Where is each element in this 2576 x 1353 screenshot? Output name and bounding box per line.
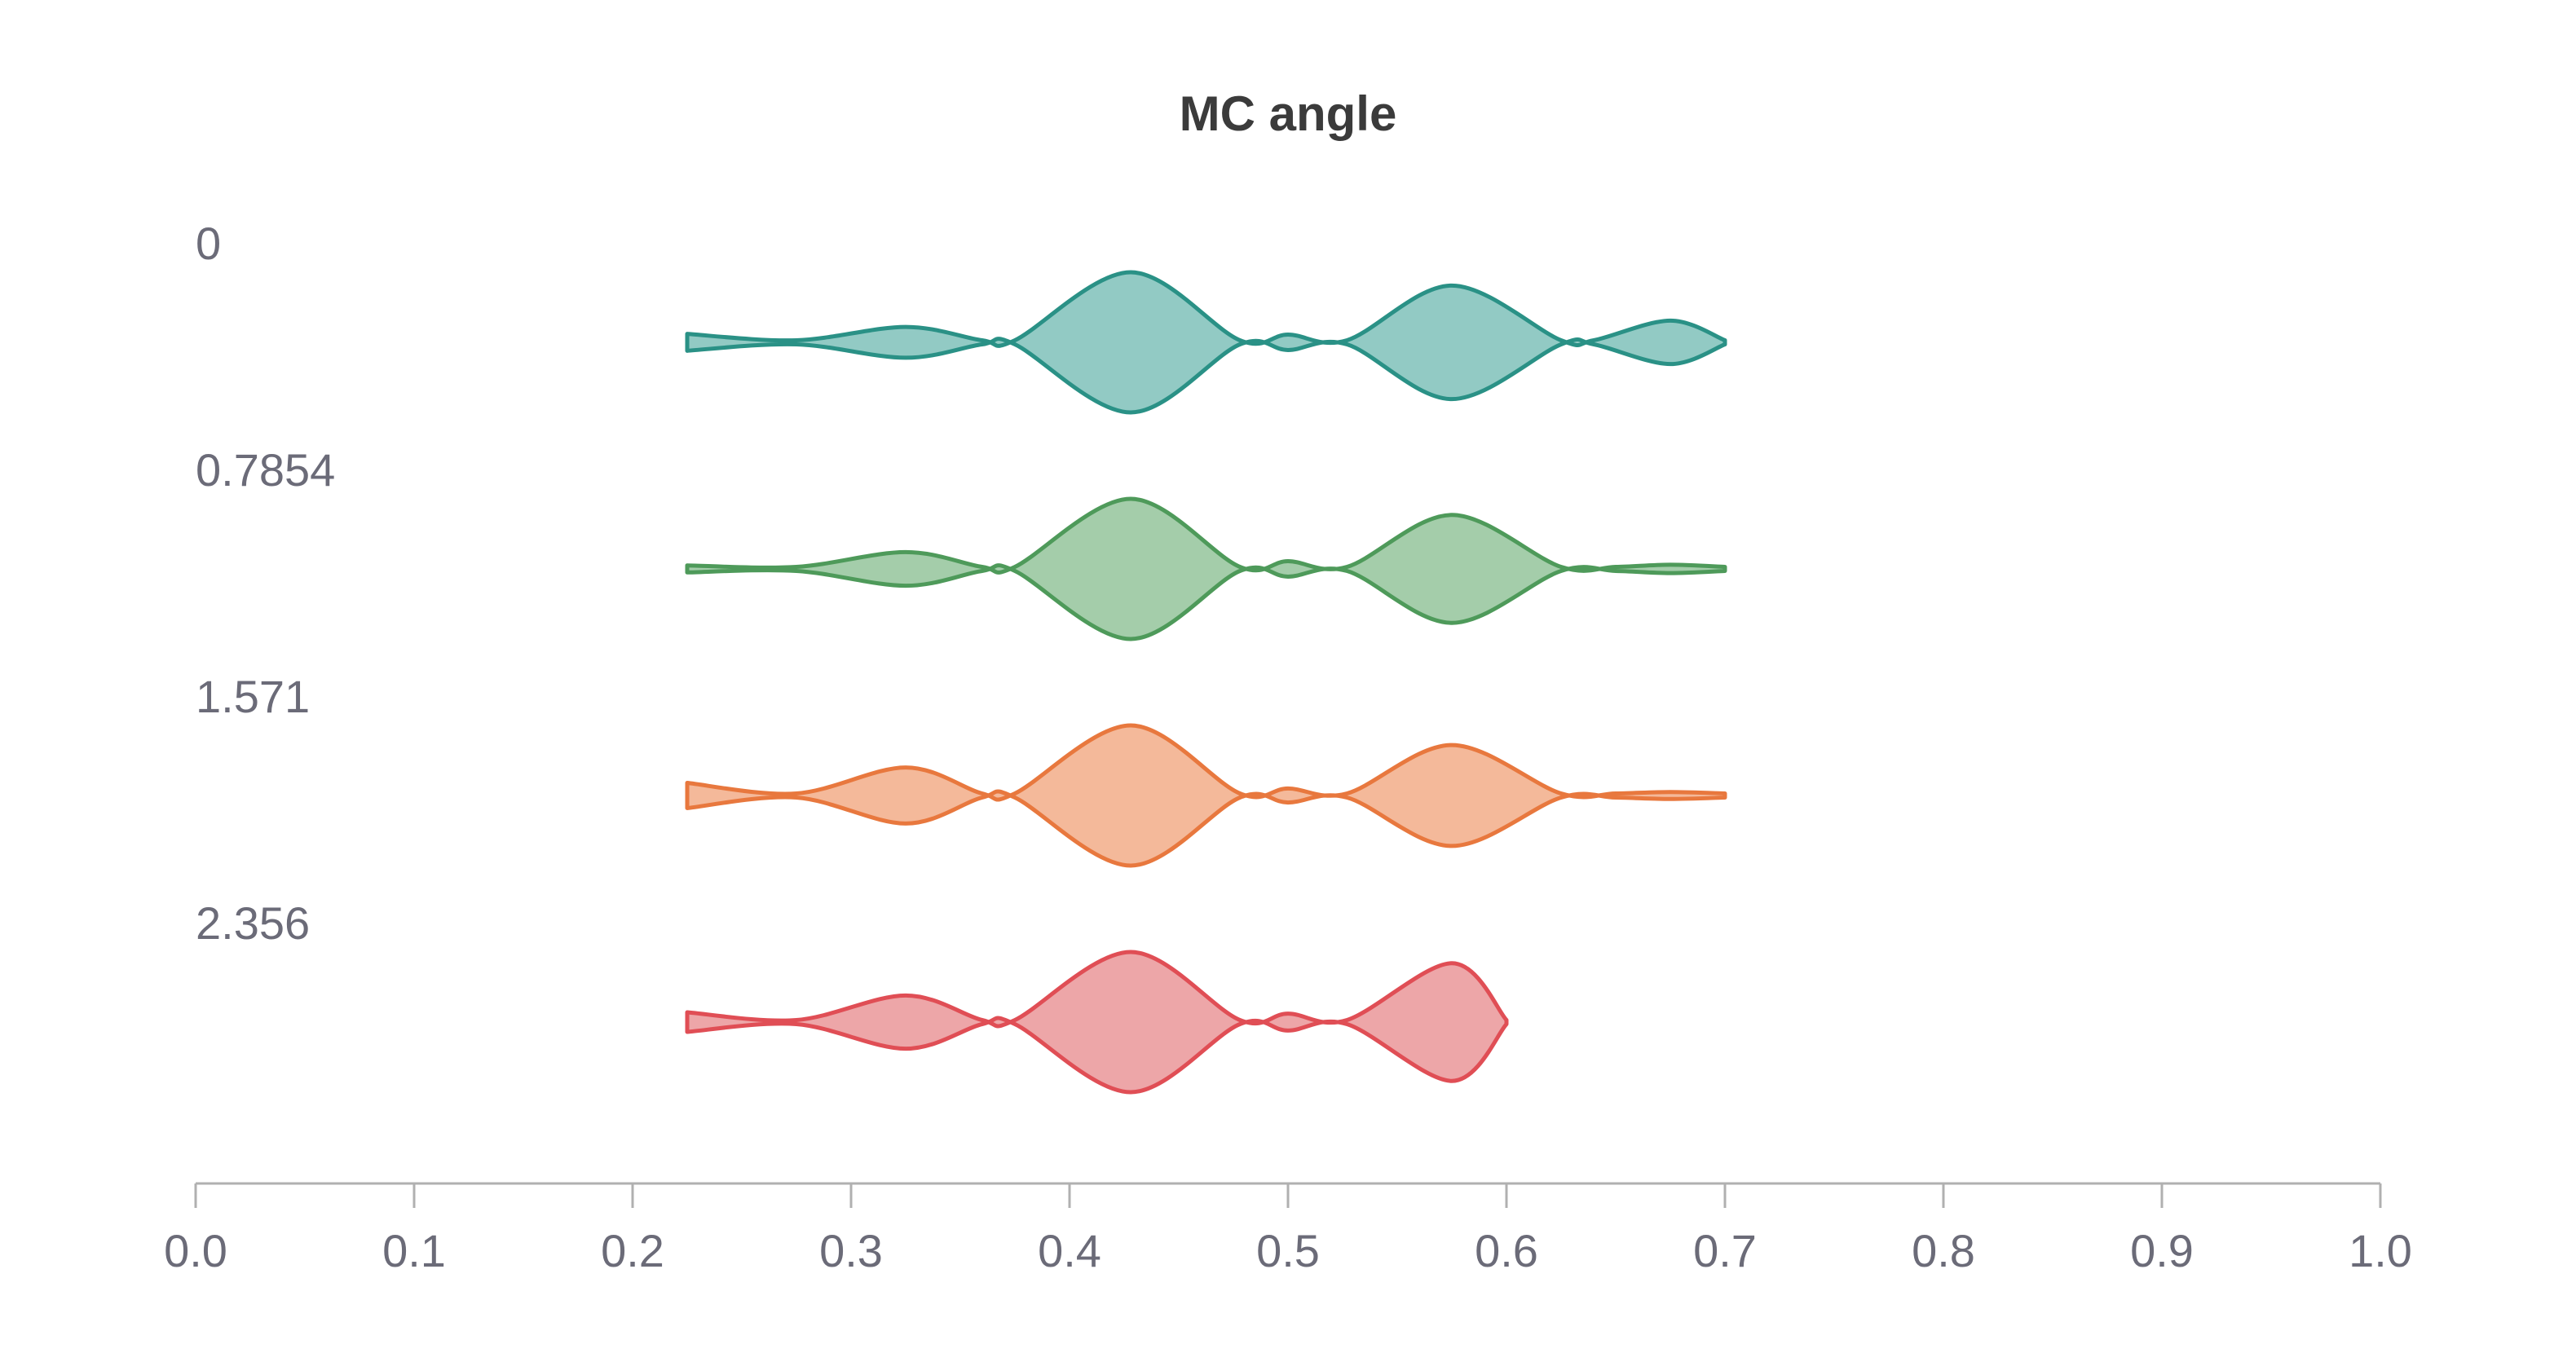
violin-category-label: 1.571 bbox=[196, 671, 310, 722]
x-tick-label: 0.1 bbox=[382, 1225, 446, 1276]
violin-shape bbox=[685, 723, 1727, 868]
x-axis: 0.0 0.1 0.2 0.3 0.4 0.5 0.6 0.7 0.8 0.9 1.0 bbox=[164, 1182, 2412, 1276]
x-tick-label: 0.3 bbox=[819, 1225, 883, 1276]
chart-title: MC angle bbox=[1180, 86, 1397, 141]
violin-category-label: 0.7854 bbox=[196, 444, 335, 496]
x-tick-label: 0.6 bbox=[1475, 1225, 1538, 1276]
x-tick-label: 1.0 bbox=[2349, 1225, 2412, 1276]
violin-shape bbox=[685, 270, 1727, 415]
x-tick-label: 0.8 bbox=[1912, 1225, 1975, 1276]
x-tick-label: 0.0 bbox=[164, 1225, 227, 1276]
violin-category-label: 0 bbox=[196, 218, 221, 269]
x-tick-label: 0.2 bbox=[601, 1225, 664, 1276]
x-tick-label: 0.4 bbox=[1038, 1225, 1101, 1276]
x-tick-label: 0.9 bbox=[2130, 1225, 2194, 1276]
violin-shape bbox=[685, 496, 1727, 641]
x-tick-label: 0.5 bbox=[1256, 1225, 1320, 1276]
violin-category-label: 2.356 bbox=[196, 897, 310, 949]
x-tick-label: 0.7 bbox=[1693, 1225, 1757, 1276]
violin-group: 0 0.7854 1.571 2.356 bbox=[196, 218, 1727, 1095]
violin-shape bbox=[685, 950, 1509, 1095]
